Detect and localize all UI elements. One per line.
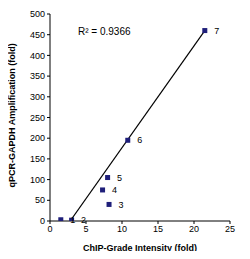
html-text:R² = 0.9366: R² = 0.9366	[78, 26, 131, 37]
svg-text:6: 6	[137, 135, 142, 145]
svg-text:ChIP-Grade Intensity (fold): ChIP-Grade Intensity (fold)	[83, 243, 197, 251]
svg-text:2: 2	[81, 215, 86, 225]
svg-text:150: 150	[30, 154, 45, 164]
svg-text:0: 0	[47, 224, 52, 234]
svg-text:400: 400	[30, 51, 45, 61]
svg-text:10: 10	[117, 224, 127, 234]
svg-text:4: 4	[112, 185, 117, 195]
svg-text:100: 100	[30, 175, 45, 185]
svg-text:50: 50	[35, 195, 45, 205]
svg-text:15: 15	[153, 224, 163, 234]
svg-text:350: 350	[30, 71, 45, 81]
svg-text:7: 7	[214, 26, 219, 36]
svg-text:5: 5	[117, 173, 122, 183]
svg-text:20: 20	[189, 224, 199, 234]
svg-text:500: 500	[30, 9, 45, 19]
svg-text:0: 0	[40, 216, 45, 226]
svg-text:250: 250	[30, 113, 45, 123]
svg-text:qPCR-GAPDH Amplification (fold: qPCR-GAPDH Amplification (fold)	[8, 43, 17, 187]
svg-text:5: 5	[83, 224, 88, 234]
svg-text:1: 1	[70, 215, 75, 225]
svg-text:300: 300	[30, 92, 45, 102]
svg-text:25: 25	[225, 224, 235, 234]
svg-text:450: 450	[30, 30, 45, 40]
svg-text:3: 3	[119, 200, 124, 210]
svg-text:200: 200	[30, 133, 45, 143]
